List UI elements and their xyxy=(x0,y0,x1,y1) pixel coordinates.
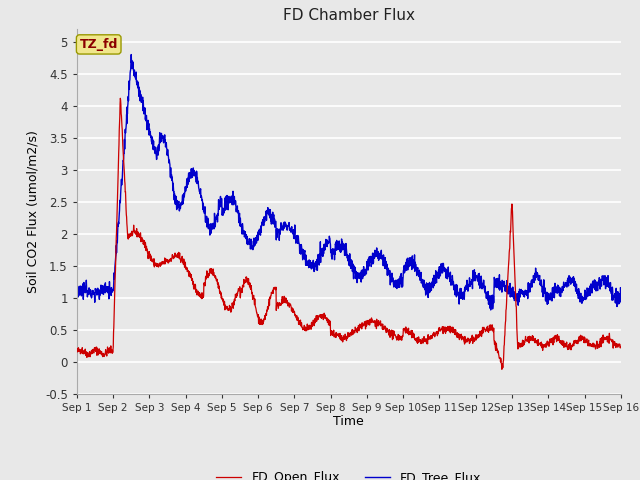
FD_Open_Flux xyxy=(602,336,609,341)
FD_Tree_Flux xyxy=(323,244,331,250)
FD_Open_Flux xyxy=(100,351,108,357)
FD_Tree_Flux xyxy=(602,286,609,291)
Title: FD Chamber Flux: FD Chamber Flux xyxy=(283,9,415,24)
Line: FD_Tree_Flux: FD_Tree_Flux xyxy=(77,55,621,310)
FD_Open_Flux xyxy=(602,336,609,342)
Line: FD_Open_Flux: FD_Open_Flux xyxy=(77,98,621,369)
FD_Tree_Flux xyxy=(487,307,495,313)
Text: TZ_fd: TZ_fd xyxy=(79,38,118,51)
FD_Tree_Flux xyxy=(502,287,509,293)
FD_Open_Flux xyxy=(617,345,625,350)
FD_Open_Flux xyxy=(73,348,81,354)
FD_Tree_Flux xyxy=(338,236,346,242)
Legend: FD_Open_Flux, FD_Tree_Flux: FD_Open_Flux, FD_Tree_Flux xyxy=(211,467,486,480)
FD_Tree_Flux xyxy=(127,52,135,58)
FD_Tree_Flux xyxy=(617,288,625,294)
X-axis label: Time: Time xyxy=(333,415,364,429)
FD_Tree_Flux xyxy=(100,289,108,295)
FD_Tree_Flux xyxy=(73,291,81,297)
FD_Open_Flux xyxy=(498,366,506,372)
Y-axis label: Soil CO2 Flux (umol/m2/s): Soil CO2 Flux (umol/m2/s) xyxy=(26,130,39,293)
FD_Open_Flux xyxy=(323,315,331,321)
FD_Open_Flux xyxy=(338,336,346,341)
FD_Open_Flux xyxy=(502,318,509,324)
FD_Tree_Flux xyxy=(602,279,609,285)
FD_Open_Flux xyxy=(116,96,124,101)
